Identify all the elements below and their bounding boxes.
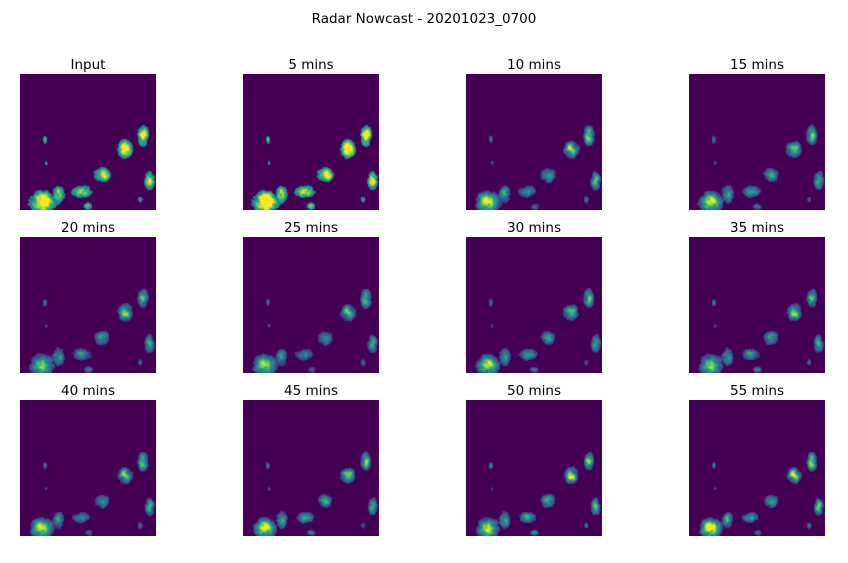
nowcast-panel: 25 mins [243,219,379,373]
radar-image [20,400,156,536]
nowcast-panel: 50 mins [466,382,602,536]
panel-title: 10 mins [507,57,561,73]
panel-title: 20 mins [61,220,115,236]
radar-image [243,74,379,210]
panel-title: 40 mins [61,383,115,399]
nowcast-panel: Input [20,56,156,210]
radar-image [466,237,602,373]
panel-title: 15 mins [730,57,784,73]
nowcast-panel: 5 mins [243,56,379,210]
radar-image [243,400,379,536]
radar-image [689,74,825,210]
radar-image [689,400,825,536]
nowcast-panel: 30 mins [466,219,602,373]
radar-image [466,74,602,210]
panel-title: 25 mins [284,220,338,236]
nowcast-panel: 45 mins [243,382,379,536]
nowcast-panel: 35 mins [689,219,825,373]
nowcast-panel: 55 mins [689,382,825,536]
panel-title: 45 mins [284,383,338,399]
radar-image [243,237,379,373]
panel-title: Input [70,57,106,73]
radar-image [689,237,825,373]
panel-title: 5 mins [288,57,334,73]
figure-title: Radar Nowcast - 20201023_0700 [311,11,537,27]
radar-image [466,400,602,536]
panel-title: 55 mins [730,383,784,399]
nowcast-panel: 20 mins [20,219,156,373]
panel-title: 30 mins [507,220,561,236]
nowcast-panel: 10 mins [466,56,602,210]
radar-image [20,74,156,210]
nowcast-panel: 15 mins [689,56,825,210]
panel-title: 35 mins [730,220,784,236]
panel-title: 50 mins [507,383,561,399]
radar-image [20,237,156,373]
nowcast-panel: 40 mins [20,382,156,536]
